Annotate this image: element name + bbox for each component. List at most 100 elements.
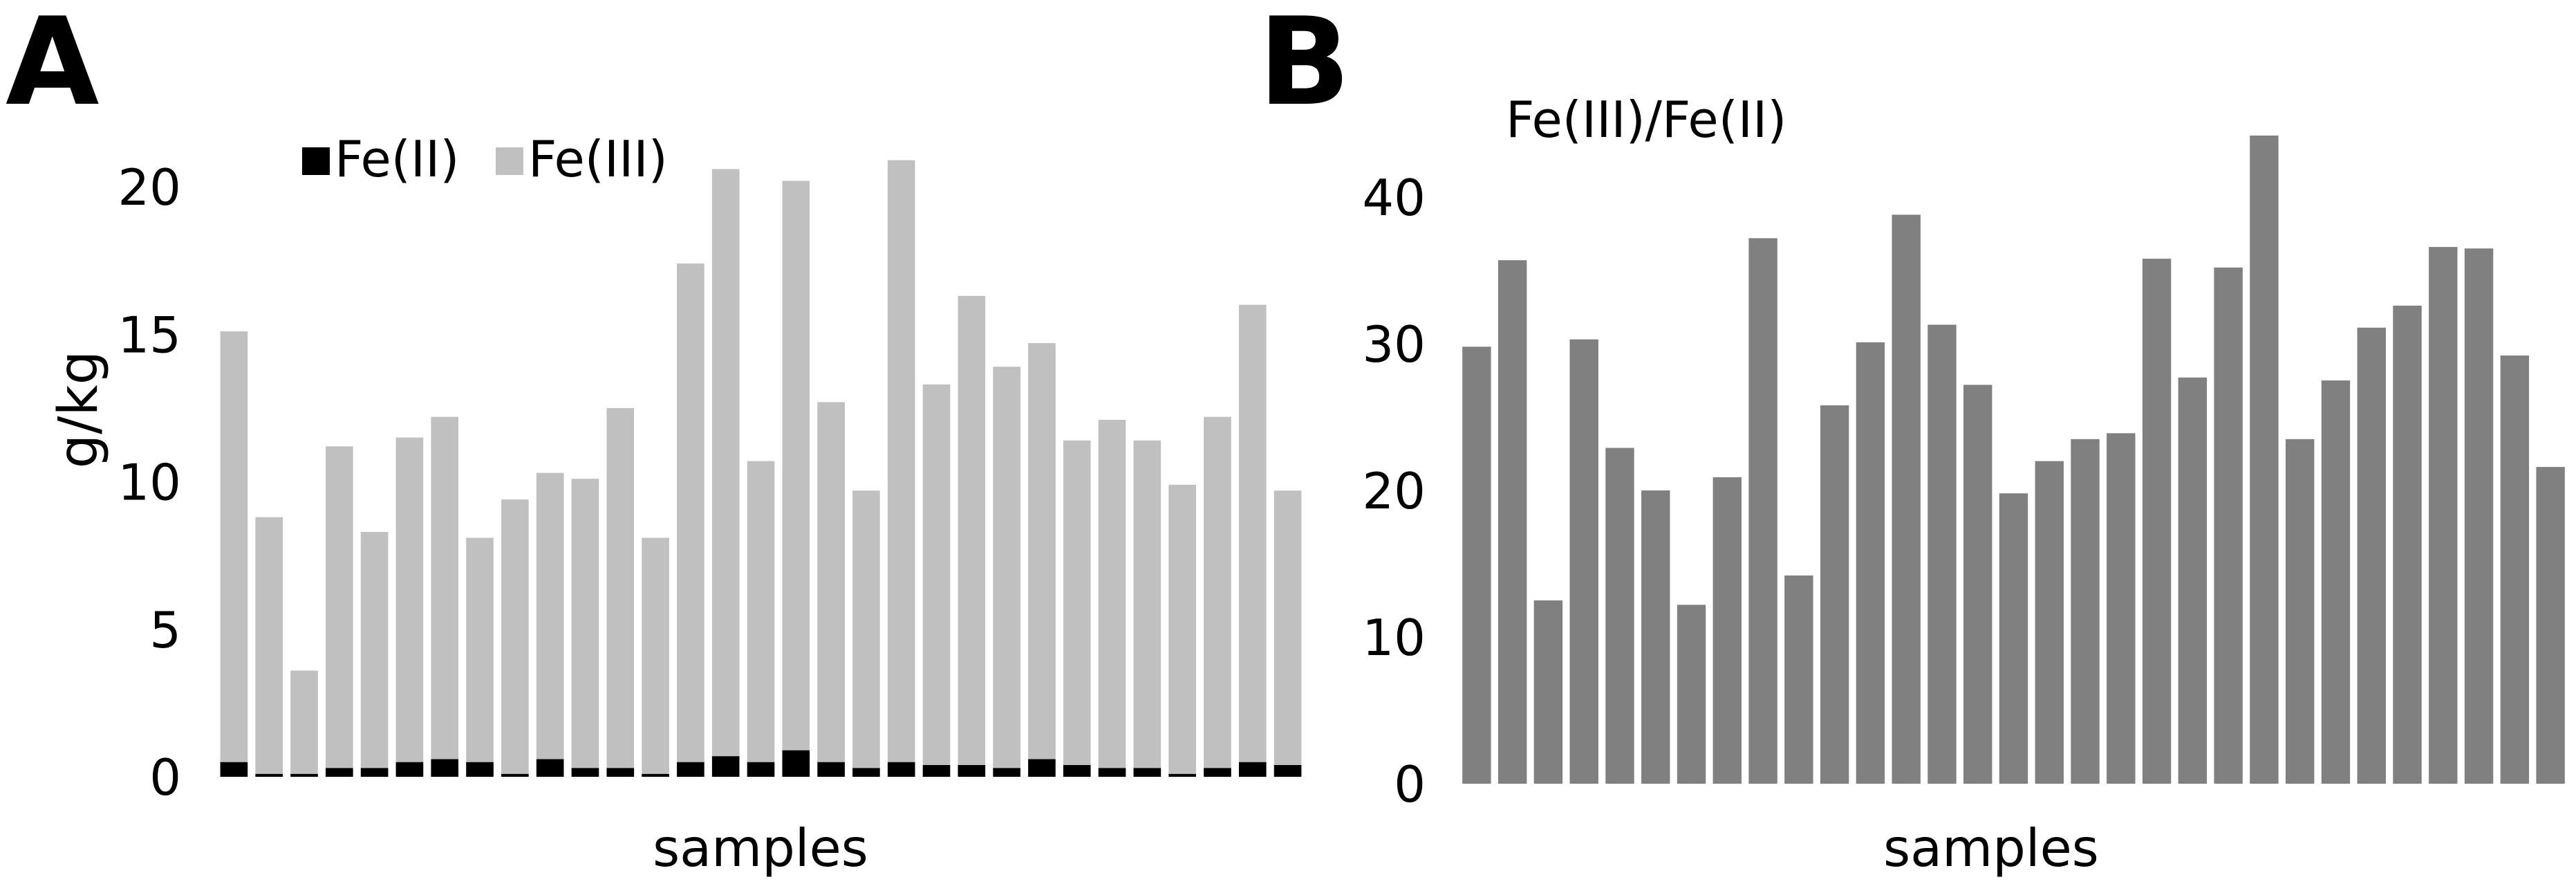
bar-fe2 — [852, 768, 880, 777]
x-axis-label-a: samples — [653, 818, 868, 878]
bar-fe3 — [466, 537, 494, 762]
bar-ratio — [1820, 405, 1849, 784]
bar-fe3 — [1063, 440, 1091, 765]
bar-ratio — [2429, 247, 2458, 784]
y-tick-label-b: 0 — [1394, 755, 1426, 813]
bar-ratio — [1928, 324, 1957, 784]
y-tick-label-b: 40 — [1362, 169, 1426, 227]
bar-fe3 — [852, 490, 880, 768]
bar-fe2 — [1204, 768, 1231, 777]
bar-ratio — [2321, 380, 2351, 784]
bar-fe3 — [501, 499, 529, 774]
bar-fe3 — [1133, 440, 1161, 768]
bar-fe3 — [1168, 484, 1196, 774]
bar-fe2 — [887, 762, 915, 777]
bar-fe3 — [1028, 343, 1056, 759]
bar-fe2 — [1098, 768, 1126, 777]
bar-fe2 — [1063, 764, 1091, 777]
bar-fe2 — [536, 759, 564, 777]
bar-ratio — [2285, 439, 2315, 784]
bar-fe3 — [958, 295, 986, 765]
bar-fe3 — [431, 416, 459, 759]
x-axis-label-b: samples — [1883, 818, 2099, 878]
bar-fe2 — [326, 768, 353, 777]
bar-fe2 — [711, 756, 740, 777]
bars-a — [220, 160, 1302, 777]
y-tick-label-b: 20 — [1362, 462, 1426, 520]
bar-fe3 — [922, 384, 951, 765]
bar-fe2 — [1273, 764, 1302, 777]
bar-fe3 — [220, 331, 248, 762]
bar-fe2 — [360, 768, 389, 777]
bar-fe2 — [571, 768, 599, 777]
legend-a: Fe(II) Fe(III) — [302, 130, 668, 188]
bar-fe3 — [536, 472, 564, 759]
bar-fe3 — [782, 181, 810, 751]
bar-ratio — [1784, 575, 1813, 784]
bar-fe2 — [220, 762, 248, 777]
bar-ratio — [1856, 342, 1885, 784]
bar-fe2 — [677, 762, 704, 777]
bar-fe3 — [747, 461, 775, 762]
bar-fe2 — [395, 762, 424, 777]
y-tick-label-a: 15 — [118, 306, 181, 364]
bar-ratio — [1963, 385, 1992, 784]
bar-fe2 — [958, 764, 986, 777]
bar-ratio — [2107, 433, 2136, 784]
bar-fe3 — [642, 537, 669, 774]
y-tick-label-a: 0 — [149, 748, 181, 807]
bar-fe3 — [571, 479, 599, 768]
bar-fe3 — [1098, 419, 1126, 768]
y-tick-label-b: 30 — [1362, 315, 1426, 374]
bar-fe2 — [1133, 768, 1161, 777]
bar-fe2 — [747, 762, 775, 777]
bar-ratio — [2250, 135, 2279, 784]
bar-fe2 — [1168, 773, 1196, 777]
y-axis-label-a: g/kg — [48, 351, 110, 468]
y-tick-label-a: 10 — [118, 454, 181, 512]
bar-ratio — [1712, 477, 1742, 784]
bar-ratio — [1533, 600, 1563, 784]
bar-fe3 — [1238, 304, 1267, 762]
bar-fe2 — [431, 759, 459, 777]
y-tick-label-b: 10 — [1362, 609, 1426, 667]
bar-fe2 — [1238, 762, 1267, 777]
bar-ratio — [1677, 605, 1706, 784]
y-ticks-b: 0 10 20 30 40 — [1362, 169, 1426, 813]
bar-ratio — [2142, 259, 2172, 784]
bar-fe2 — [782, 750, 810, 777]
legend-label-fe3: Fe(III) — [528, 130, 668, 188]
bar-ratio — [1641, 490, 1670, 784]
panel-b: B Fe(III)/Fe(II) 0 10 20 30 40 samples — [1258, 0, 2565, 878]
bar-ratio — [2500, 355, 2530, 784]
bar-fe3 — [290, 670, 318, 774]
y-tick-label-a: 20 — [118, 158, 181, 217]
bar-ratio — [1892, 214, 1921, 784]
bar-fe3 — [360, 532, 389, 768]
bar-ratio — [2214, 267, 2243, 784]
bar-fe3 — [395, 437, 424, 762]
bar-fe3 — [711, 169, 740, 757]
chart-title-b: Fe(III)/Fe(II) — [1506, 91, 1786, 149]
panel-a: A g/kg 0 5 10 15 20 samples Fe(II) Fe(III) — [6, 0, 1302, 878]
bar-fe3 — [326, 446, 353, 768]
bar-fe2 — [466, 762, 494, 777]
bar-ratio — [1497, 260, 1527, 784]
bar-ratio — [1462, 347, 1491, 784]
bar-ratio — [2464, 248, 2494, 784]
legend-swatch-fe2 — [302, 147, 330, 175]
bar-fe3 — [993, 367, 1020, 768]
bar-fe3 — [1273, 490, 1302, 765]
panel-label-a: A — [6, 0, 99, 133]
bar-fe3 — [606, 407, 635, 768]
bar-fe2 — [501, 773, 529, 777]
legend-swatch-fe3 — [496, 147, 523, 175]
bar-fe2 — [993, 768, 1020, 777]
bars-b — [1462, 135, 2565, 784]
bar-ratio — [1748, 238, 1777, 784]
bar-fe2 — [290, 773, 318, 777]
bar-ratio — [1999, 493, 2028, 784]
bar-fe3 — [255, 517, 283, 774]
bar-ratio — [1569, 339, 1598, 784]
